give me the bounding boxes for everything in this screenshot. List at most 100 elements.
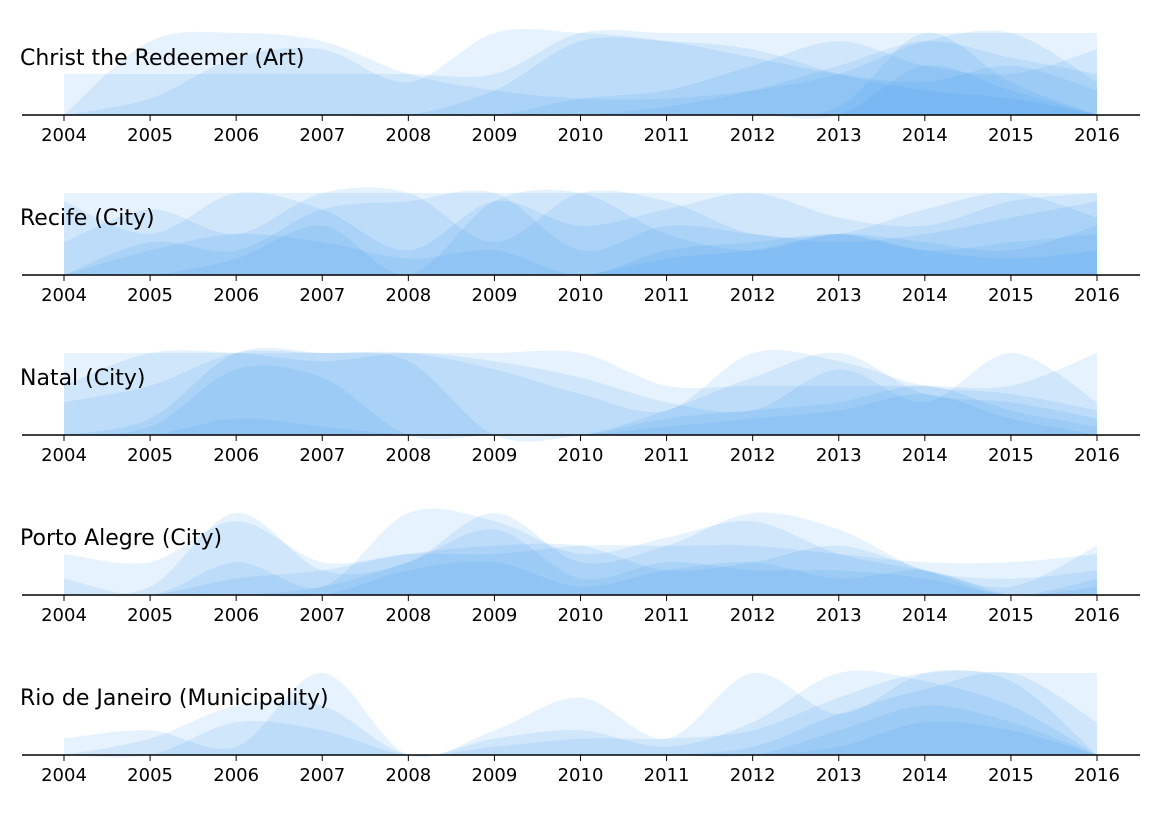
x-tick-label: 2005 (127, 285, 173, 306)
area-series-3 (64, 670, 1097, 758)
area-series-6 (64, 561, 1097, 597)
x-tick-label: 2015 (988, 285, 1034, 306)
x-tick-label: 2004 (41, 445, 87, 466)
area-series-5 (64, 189, 1097, 277)
area-series-2 (64, 670, 1097, 757)
x-tick-label: 2015 (988, 445, 1034, 466)
x-tick-label: 2006 (213, 125, 259, 146)
x-tick-label: 2014 (902, 445, 948, 466)
area-series-2 (64, 192, 1097, 275)
x-tick-label: 2010 (558, 285, 604, 306)
x-tick-label: 2004 (41, 765, 87, 786)
x-tick-label: 2007 (299, 125, 345, 146)
x-tick-label: 2010 (558, 765, 604, 786)
x-tick-label: 2012 (730, 765, 776, 786)
area-layers (64, 669, 1097, 758)
x-tick-label: 2014 (902, 605, 948, 626)
area-series-8 (64, 65, 1097, 119)
x-tick-label: 2013 (816, 605, 862, 626)
panel-title: Christ the Redeemer (Art) (20, 46, 304, 71)
x-tick-label: 2006 (213, 605, 259, 626)
x-tick-label: 2013 (816, 445, 862, 466)
x-tick-label: 2008 (385, 285, 431, 306)
area-series-6 (64, 721, 1097, 756)
x-tick-label: 2008 (385, 125, 431, 146)
x-tick-label: 2009 (472, 125, 518, 146)
x-tick-label: 2009 (472, 445, 518, 466)
area-layers (64, 347, 1097, 442)
area-series-7 (64, 32, 1097, 116)
area-series-5 (64, 529, 1097, 596)
x-tick-label: 2009 (472, 765, 518, 786)
area-series-1 (64, 29, 1097, 116)
x-tick-label: 2005 (127, 765, 173, 786)
area-series-4 (64, 543, 1097, 597)
x-tick-label: 2013 (816, 285, 862, 306)
area-series-3 (64, 29, 1097, 115)
x-tick-label: 2005 (127, 605, 173, 626)
x-tick-label: 2008 (385, 765, 431, 786)
panel-title: Rio de Janeiro (Municipality) (20, 686, 329, 711)
x-tick-label: 2007 (299, 285, 345, 306)
area-series-5 (64, 41, 1097, 117)
panel-5: 2004 2005 2006 2007 2008 2009 2010 2011 2012 2013… (20, 669, 1140, 786)
x-tick-label: 2005 (127, 445, 173, 466)
x-tick-label: 2010 (558, 605, 604, 626)
x-tick-label: 2011 (644, 445, 690, 466)
panel-4: 2004 2005 2006 2007 2008 2009 2010 2011 2012 2013… (20, 508, 1140, 626)
x-tick-label: 2011 (644, 285, 690, 306)
x-tick-label: 2016 (1074, 765, 1120, 786)
area-series-4 (64, 671, 1097, 756)
x-tick-label: 2008 (385, 605, 431, 626)
x-tick-label: 2014 (902, 765, 948, 786)
panel-2: 2004 2005 2006 2007 2008 2009 2010 2011 2012 2013… (20, 187, 1140, 306)
x-tick-label: 2011 (644, 765, 690, 786)
x-tick-label: 2006 (213, 285, 259, 306)
x-tick-label: 2016 (1074, 605, 1120, 626)
area-series-5 (64, 365, 1097, 440)
x-tick-label: 2012 (730, 125, 776, 146)
x-tick-label: 2010 (558, 445, 604, 466)
x-tick-label: 2013 (816, 125, 862, 146)
x-tick-label: 2011 (644, 125, 690, 146)
panel-title: Natal (City) (20, 366, 145, 391)
area-series-6 (64, 393, 1097, 437)
x-tick-label: 2015 (988, 605, 1034, 626)
x-tick-label: 2004 (41, 605, 87, 626)
x-tick-label: 2006 (213, 445, 259, 466)
x-tick-label: 2014 (902, 285, 948, 306)
x-tick-label: 2015 (988, 125, 1034, 146)
area-series-4 (64, 190, 1097, 275)
area-series-1 (64, 350, 1097, 435)
x-tick-label: 2008 (385, 445, 431, 466)
panel-title: Recife (City) (20, 206, 155, 231)
x-tick-label: 2016 (1074, 125, 1120, 146)
area-series-2 (64, 350, 1097, 435)
area-series-5 (64, 705, 1097, 757)
area-series-1 (64, 193, 1097, 275)
area-series-4 (64, 37, 1097, 117)
x-tick-label: 2010 (558, 125, 604, 146)
area-series-6 (64, 41, 1097, 116)
x-tick-label: 2011 (644, 605, 690, 626)
x-tick-label: 2009 (472, 285, 518, 306)
x-tick-label: 2006 (213, 765, 259, 786)
x-tick-label: 2007 (299, 765, 345, 786)
area-series-4 (64, 347, 1097, 442)
x-tick-label: 2016 (1074, 285, 1120, 306)
area-series-2 (64, 30, 1097, 115)
x-tick-label: 2005 (127, 125, 173, 146)
area-layers (64, 187, 1097, 277)
area-layers (64, 29, 1097, 119)
x-tick-label: 2004 (41, 285, 87, 306)
area-series-3 (64, 187, 1097, 275)
x-tick-label: 2012 (730, 445, 776, 466)
area-layers (64, 508, 1097, 597)
x-tick-label: 2016 (1074, 445, 1120, 466)
panel-title: Porto Alegre (City) (20, 526, 222, 551)
x-tick-label: 2015 (988, 765, 1034, 786)
x-tick-label: 2013 (816, 765, 862, 786)
x-tick-label: 2009 (472, 605, 518, 626)
